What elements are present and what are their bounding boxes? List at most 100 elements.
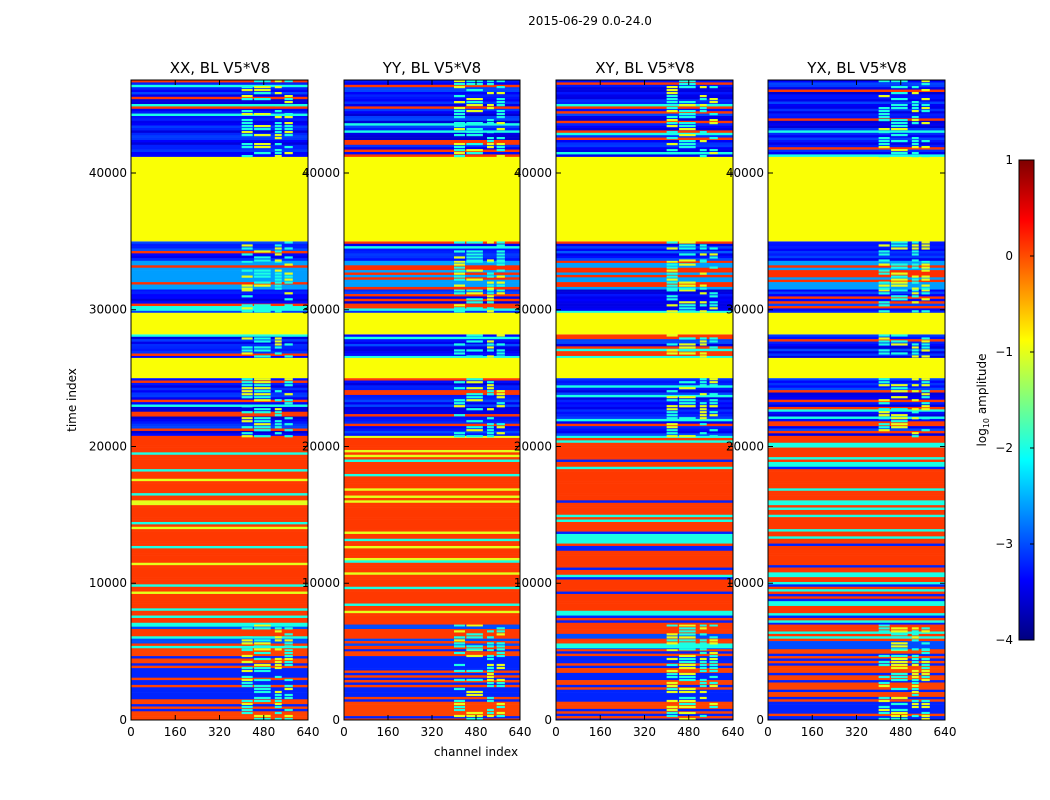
heatmap-row <box>768 586 945 590</box>
heatmap-row <box>556 488 733 492</box>
heatmap-row <box>344 128 520 131</box>
band-solid-6 <box>768 312 945 335</box>
rfi-cell <box>679 657 696 661</box>
rfi-cell <box>274 260 282 263</box>
heatmap-row <box>131 113 308 117</box>
heatmap-row <box>556 531 733 535</box>
heatmap-row <box>556 548 733 552</box>
heatmap-row <box>344 243 520 247</box>
heatmap-row <box>768 550 945 554</box>
rfi-cell <box>911 355 919 358</box>
heatmap-row <box>344 658 520 662</box>
rfi-cell <box>487 393 494 396</box>
heatmap-row <box>344 603 520 607</box>
heatmap-row <box>131 96 308 100</box>
rfi-cell <box>911 122 919 125</box>
heatmap-row <box>768 116 945 119</box>
heatmap-row <box>131 279 308 283</box>
rfi-cell <box>496 343 505 346</box>
heatmap-row <box>556 390 733 393</box>
heatmap-row <box>556 466 733 470</box>
rfi-cell <box>878 411 890 414</box>
colorbar-tick-label: −2 <box>995 441 1013 455</box>
rfi-cell <box>487 432 494 435</box>
heatmap-row <box>131 255 308 259</box>
rfi-cell <box>921 310 930 313</box>
heatmap-row <box>556 394 733 398</box>
rfi-cell <box>466 636 483 639</box>
rfi-cell <box>274 711 282 715</box>
rfi-cell <box>241 131 253 134</box>
heatmap-row <box>768 296 945 300</box>
rfi-cell <box>891 266 908 269</box>
rfi-cell <box>666 284 678 287</box>
heatmap-row <box>344 421 520 425</box>
rfi-cell <box>666 405 678 408</box>
heatmap-row <box>131 416 308 420</box>
rfi-cell <box>911 101 919 104</box>
rfi-cell <box>496 86 505 89</box>
heatmap-row <box>344 416 520 420</box>
band-solid-10 <box>768 156 945 242</box>
heatmap-row <box>556 633 733 637</box>
rfi-cell <box>487 423 494 426</box>
rfi-cell <box>666 334 678 337</box>
rfi-cell <box>679 660 696 664</box>
rfi-cell <box>496 654 505 658</box>
rfi-cell <box>911 627 919 630</box>
heatmap-row <box>556 706 733 710</box>
heatmap-row <box>768 543 945 547</box>
rfi-cell <box>284 627 293 630</box>
heatmap-row <box>768 120 945 124</box>
rfi-cell <box>284 714 293 718</box>
rfi-cell <box>709 152 718 155</box>
rfi-cell <box>466 83 483 86</box>
rfi-cell <box>709 705 718 709</box>
rfi-cell <box>496 681 505 685</box>
heatmap-row <box>556 473 733 477</box>
rfi-cell <box>241 86 253 89</box>
rfi-cell <box>487 122 494 125</box>
rfi-cell <box>709 86 718 89</box>
heatmap-row <box>768 442 945 446</box>
heatmap-row <box>131 529 308 532</box>
rfi-cell <box>679 654 696 658</box>
heatmap-row <box>344 577 520 580</box>
heatmap-row <box>131 543 308 547</box>
heatmap-row <box>344 394 520 398</box>
heatmap-row <box>344 433 520 436</box>
heatmap-row <box>344 704 520 707</box>
rfi-cell <box>274 666 282 670</box>
rfi-cell <box>921 699 930 703</box>
rfi-cell <box>891 396 908 399</box>
rfi-cell <box>709 266 718 269</box>
heatmap-row <box>768 670 945 674</box>
heatmap-row <box>556 610 733 614</box>
heatmap-row <box>556 696 733 700</box>
heatmap-row <box>768 620 945 624</box>
heatmap-row <box>556 447 733 451</box>
heatmap-row <box>131 101 308 105</box>
heatmap-row <box>131 509 308 513</box>
rfi-cell <box>487 289 494 292</box>
heatmap-row <box>344 495 520 499</box>
rfi-cell <box>911 278 919 281</box>
rfi-cell <box>911 137 919 140</box>
rfi-cell <box>284 116 293 119</box>
rfi-cell <box>891 417 908 420</box>
rfi-cell <box>496 256 505 259</box>
heatmap-row <box>556 265 733 269</box>
rfi-cell <box>921 247 930 250</box>
rfi-cell <box>487 284 494 287</box>
heatmap-row <box>768 509 945 513</box>
heatmap-row <box>768 423 945 427</box>
rfi-cell <box>699 432 707 435</box>
rfi-cell <box>679 304 696 307</box>
heatmap-row <box>344 140 520 143</box>
heatmap-row <box>344 241 520 245</box>
heatmap-row <box>768 473 945 477</box>
rfi-cell <box>666 663 678 667</box>
heatmap-row <box>556 638 733 642</box>
rfi-cell <box>699 651 707 655</box>
